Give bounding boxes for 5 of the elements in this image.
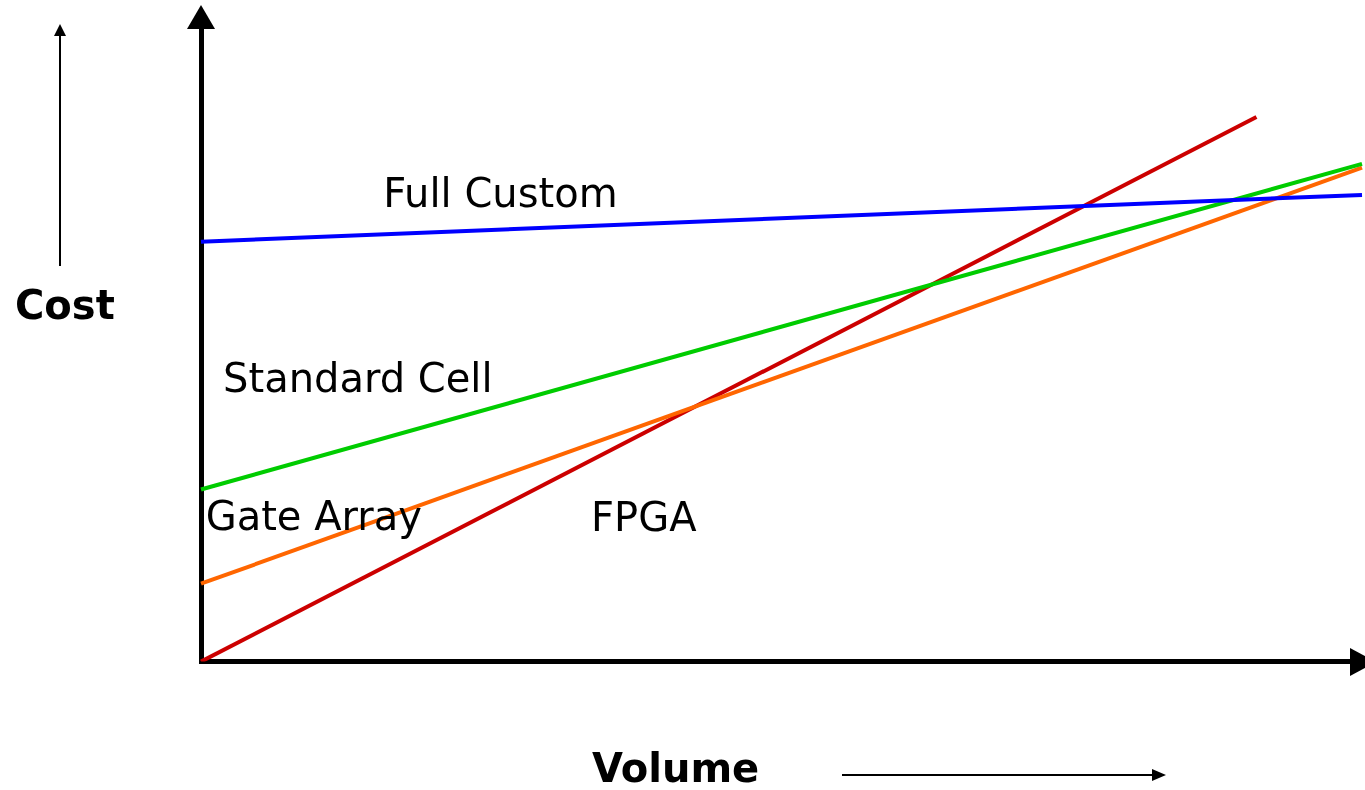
series-label: FPGA [591, 493, 698, 540]
series-label: Standard Cell [223, 355, 493, 402]
series-label: Full Custom [383, 169, 618, 216]
x-axis-title: Volume [592, 745, 760, 790]
y-axis-title: Cost [15, 282, 115, 328]
